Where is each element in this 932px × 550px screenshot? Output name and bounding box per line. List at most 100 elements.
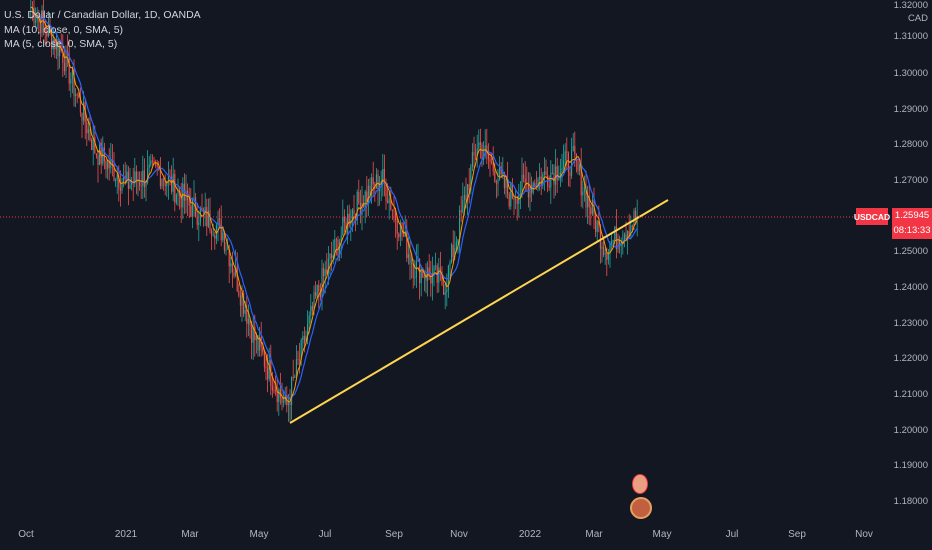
candle-body xyxy=(214,235,216,239)
candle-body xyxy=(44,23,46,31)
candle-body xyxy=(563,160,565,169)
candle-body xyxy=(65,50,67,72)
candle-body xyxy=(516,199,518,204)
candle-body xyxy=(510,183,512,207)
candle-body xyxy=(188,200,190,206)
candle-body xyxy=(91,140,93,150)
candle-body xyxy=(46,30,48,37)
candle-body xyxy=(601,246,603,249)
candle-body xyxy=(187,190,189,201)
trendline[interactable] xyxy=(289,199,669,424)
time-tick: Sep xyxy=(788,529,806,540)
candle-body xyxy=(308,315,310,324)
candle-body xyxy=(580,165,582,196)
candle-body xyxy=(551,172,553,174)
candle-body xyxy=(444,292,446,295)
candle-body xyxy=(375,174,377,189)
candle-body xyxy=(399,222,401,238)
candle-body xyxy=(441,272,443,285)
candle-body xyxy=(567,152,569,173)
candle-body xyxy=(121,182,123,191)
candle-body xyxy=(623,234,625,242)
ma5-legend[interactable]: MA (5, close, 0, SMA, 5) xyxy=(4,38,118,50)
candle-body xyxy=(83,102,85,121)
candle-body xyxy=(263,352,265,367)
candle-body xyxy=(51,30,53,50)
candle-body xyxy=(588,195,590,208)
candle-body xyxy=(564,151,566,161)
candle-body xyxy=(556,166,558,181)
candle-body xyxy=(97,155,99,165)
candle-body xyxy=(78,95,80,97)
candle-body xyxy=(590,207,592,215)
candle-body xyxy=(577,161,579,171)
candle-body xyxy=(463,195,465,200)
candle-body xyxy=(302,336,304,340)
candle-body xyxy=(257,335,259,351)
candle-body xyxy=(406,231,408,259)
candle-body xyxy=(268,359,270,380)
candle-body xyxy=(246,310,248,324)
candle-body xyxy=(479,142,481,145)
candle-body xyxy=(177,189,179,195)
candle-body xyxy=(452,244,454,258)
candle-body xyxy=(297,359,299,360)
price-tick: 1.19000 xyxy=(893,460,928,471)
candle-body xyxy=(228,248,230,267)
symbol-title[interactable]: U.S. Dollar / Canadian Dollar, 1D, OANDA xyxy=(4,9,201,21)
candle-body xyxy=(529,185,531,198)
candle-body xyxy=(275,390,277,392)
candle-body xyxy=(262,346,264,353)
candle-body xyxy=(492,162,494,172)
candle-body xyxy=(521,174,523,194)
candle-body xyxy=(311,306,313,311)
candle-body xyxy=(340,235,342,243)
candle-body xyxy=(596,220,598,232)
price-tick: 1.31000 xyxy=(893,31,928,42)
candle-body xyxy=(356,191,358,221)
time-tick: Nov xyxy=(855,529,873,540)
candle-body xyxy=(105,160,107,170)
candle-body xyxy=(87,129,89,134)
candle-body xyxy=(49,24,51,31)
candle-body xyxy=(236,267,238,291)
candle-body xyxy=(108,160,110,169)
candle-body xyxy=(164,180,166,187)
candle-body xyxy=(199,207,201,223)
time-tick: Jul xyxy=(725,529,739,540)
candle-body xyxy=(366,191,368,202)
candle-body xyxy=(271,386,273,391)
candle-body xyxy=(131,182,133,185)
price-tick: 1.21000 xyxy=(893,389,928,400)
candle-body xyxy=(543,171,545,175)
flag-event-icon[interactable] xyxy=(630,497,652,519)
candle-body xyxy=(500,166,502,175)
candle-body xyxy=(319,291,321,298)
candle-body xyxy=(276,390,278,402)
ma10-legend[interactable]: MA (10, close, 0, SMA, 5) xyxy=(4,23,124,36)
candle-body xyxy=(137,181,139,183)
candle-body xyxy=(73,69,75,97)
candle-body xyxy=(625,234,627,239)
candle-body xyxy=(539,176,541,179)
candle-body xyxy=(220,219,222,241)
candle-body xyxy=(52,39,54,50)
candle-body xyxy=(414,277,416,279)
candle-body xyxy=(548,185,550,188)
candle-body xyxy=(107,160,109,170)
candle-body xyxy=(428,267,430,276)
candle-body xyxy=(369,185,371,197)
candle-body xyxy=(604,253,606,255)
candle-body xyxy=(273,390,275,391)
candle-body xyxy=(545,171,547,176)
candle-body xyxy=(587,195,589,208)
candle-body xyxy=(585,187,587,208)
candle-body xyxy=(249,318,251,326)
candle-body xyxy=(324,269,326,277)
price-tick: 1.20000 xyxy=(893,425,928,436)
event-marker-icon[interactable] xyxy=(632,474,648,494)
candle-body xyxy=(134,171,136,184)
candle-body xyxy=(420,269,422,283)
candle-body xyxy=(438,267,440,283)
